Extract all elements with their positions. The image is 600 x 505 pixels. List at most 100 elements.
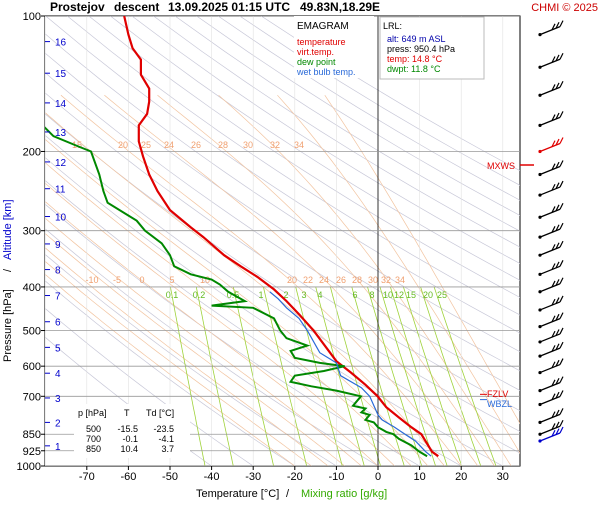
wind-barb xyxy=(538,408,563,424)
x-tick-label: 20 xyxy=(455,471,467,483)
pressure-tick-label: 700 xyxy=(23,391,41,403)
x-tick-label: -30 xyxy=(245,471,261,483)
altitude-tick-label: 8 xyxy=(55,266,61,277)
isotherm-label: 26 xyxy=(336,275,346,285)
diagram-title: EMAGRAM xyxy=(297,21,349,32)
isotherm-label: 20 xyxy=(287,275,297,285)
wind-barb xyxy=(538,278,563,294)
wind-barb xyxy=(538,137,563,153)
y-axis-title-alt: Altitude [km] xyxy=(2,199,14,260)
isotherm-label: 30 xyxy=(368,275,378,285)
legend-wet-bulb: wet bulb temp. xyxy=(296,67,356,77)
pressure-tick-label: 925 xyxy=(23,446,41,458)
x-tick-label: -50 xyxy=(162,471,178,483)
pressure-tick-label: 400 xyxy=(23,282,41,294)
y-axis-title-sep: / xyxy=(2,268,14,272)
altitude-tick-label: 16 xyxy=(55,38,67,49)
isotherm-label: 34 xyxy=(395,275,405,285)
wind-barb xyxy=(538,296,563,312)
altitude-tick-label: 7 xyxy=(55,292,61,303)
isotherm-label: 30 xyxy=(243,140,253,150)
altitude-tick-label: 15 xyxy=(55,69,67,80)
mixing-ratio-label: 0.2 xyxy=(193,290,206,300)
wind-barbs xyxy=(538,21,563,443)
lrl-dwpt: dwpt: 11.8 °C xyxy=(387,64,441,74)
obs-row-500-t: -15.5 xyxy=(117,424,138,434)
mixing-ratio-label: 6 xyxy=(352,290,357,300)
x-tick-label: -40 xyxy=(204,471,220,483)
pressure-tick-label: 300 xyxy=(23,226,41,238)
obs-row-700-td: -4.1 xyxy=(158,434,174,444)
altitude-tick-label: 10 xyxy=(55,213,67,224)
lrl-press: press: 950.4 hPa xyxy=(387,44,455,54)
wind-barb xyxy=(538,328,563,344)
wbzl-label: WBZL xyxy=(487,399,512,409)
x-axis-title-sep: / xyxy=(286,488,290,500)
legend-virt-temp: virt.temp. xyxy=(297,47,334,57)
obs-header-t: T xyxy=(124,408,130,418)
obs-row-700-t: -0.1 xyxy=(122,434,138,444)
x-axis-title-mix: Mixing ratio [g/kg] xyxy=(301,488,387,500)
isotherm-label: 32 xyxy=(270,140,280,150)
isotherm-label: 24 xyxy=(164,140,174,150)
x-tick-label: 10 xyxy=(413,471,425,483)
wind-barb xyxy=(538,359,563,375)
wind-barb xyxy=(538,377,563,393)
legend-dew-point: dew point xyxy=(297,57,336,67)
wind-barb xyxy=(538,342,563,358)
wind-barb xyxy=(538,313,563,329)
wind-barb xyxy=(538,53,563,69)
x-tick-label: 0 xyxy=(375,471,381,483)
isotherm-label: 22 xyxy=(303,275,313,285)
isotherm-label: 28 xyxy=(218,140,228,150)
isotherm-label: 24 xyxy=(319,275,329,285)
mixing-ratio-label: 12 xyxy=(394,290,404,300)
mixing-ratio-label: 25 xyxy=(437,290,447,300)
fzlv-label: FZLV xyxy=(487,389,508,399)
isotherm-label: 32 xyxy=(381,275,391,285)
isotherm-label: -10 xyxy=(85,275,98,285)
isotherm-label: 34 xyxy=(294,140,304,150)
obs-row-850-td: 3.7 xyxy=(161,444,174,454)
altitude-tick-label: 14 xyxy=(55,99,67,110)
wind-barb xyxy=(538,260,563,276)
sounding-mode: descent xyxy=(114,0,159,14)
x-tick-label: -70 xyxy=(79,471,95,483)
obs-header-p: p [hPa] xyxy=(78,408,107,418)
altitude-tick-label: 3 xyxy=(55,394,61,405)
pressure-tick-label: 850 xyxy=(23,429,41,441)
mixing-ratio-label: 8 xyxy=(369,290,374,300)
x-tick-label: -10 xyxy=(328,471,344,483)
x-axis-title-temp: Temperature [°C] xyxy=(196,488,279,500)
pressure-tick-label: 500 xyxy=(23,326,41,338)
pressure-tick-label: 100 xyxy=(23,11,41,23)
station-name: Prostejov xyxy=(50,0,105,14)
isotherm-label: 0 xyxy=(139,275,144,285)
altitude-tick-label: 5 xyxy=(55,343,61,354)
isotherm-label: -5 xyxy=(113,275,121,285)
credit-label: CHMI © 2025 xyxy=(531,2,598,14)
y-axis-title-pressure: Pressure [hPa] xyxy=(2,289,14,362)
obs-header-td: Td [°C] xyxy=(146,408,174,418)
altitude-tick-label: 6 xyxy=(55,318,61,329)
wind-barb xyxy=(538,223,563,239)
wind-barb xyxy=(538,241,563,257)
mixing-ratio-label: 0.1 xyxy=(166,290,179,300)
isotherm-label: 26 xyxy=(191,140,201,150)
obs-row-700-p: 700 xyxy=(86,434,101,444)
altitude-tick-label: 2 xyxy=(55,418,61,429)
mixing-ratio-label: 15 xyxy=(406,290,416,300)
wind-barb xyxy=(538,160,563,176)
mixing-ratio-label: 1 xyxy=(258,290,263,300)
mxws-label: MXWS xyxy=(487,161,515,171)
obs-row-850-t: 10.4 xyxy=(120,444,138,454)
wind-barb xyxy=(538,203,563,219)
altitude-tick-label: 11 xyxy=(55,185,66,196)
isotherm-label: 20 xyxy=(118,140,128,150)
mixing-ratio-label: 10 xyxy=(383,290,393,300)
wind-barb xyxy=(538,21,563,37)
legend-temperature: temperature xyxy=(297,37,346,47)
pressure-tick-label: 200 xyxy=(23,146,41,158)
isotherm-label: 5 xyxy=(169,275,174,285)
